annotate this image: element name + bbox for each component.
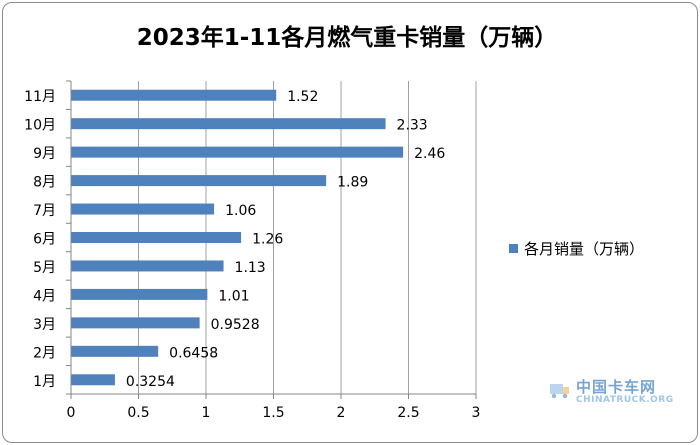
bar-value-label-11: 1.52: [287, 89, 318, 105]
bar-6: [71, 232, 242, 243]
data-labels: 0.3254 0.6458 0.9528 1.01 1.13 1.26 1.06 1.89 2.…: [126, 89, 445, 390]
x-tick-label-3: 1.5: [262, 405, 284, 421]
bar-value-label-2: 0.6458: [169, 345, 218, 361]
bar-3: [71, 317, 200, 329]
chart-title: 2023年1-11各月燃气重卡销量（万辆）: [136, 25, 558, 51]
category-label-8: 8月: [33, 175, 56, 191]
watermark: 中国卡车网 CHINATRUCK.ORG: [548, 376, 673, 416]
x-tick-label-6: 3: [472, 405, 481, 421]
category-label-2: 2月: [33, 345, 56, 361]
bar-value-label-9: 2.46: [414, 146, 445, 162]
bar-7: [71, 203, 215, 215]
x-tick-label-1: 0.5: [127, 405, 149, 421]
bar-4: [71, 288, 208, 300]
bar-value-label-3: 0.9528: [211, 317, 260, 333]
truck-logo-icon: [550, 384, 569, 399]
bar-5: [71, 260, 224, 272]
watermark-en: CHINATRUCK.ORG: [576, 395, 674, 405]
bar-1: [71, 374, 115, 386]
bar-2: [71, 345, 159, 357]
x-tick-label-0: 0: [67, 405, 76, 421]
bar-value-label-4: 1.01: [218, 288, 249, 304]
x-tick-labels: 0 0.5 1 1.5 2 2.5 3: [67, 405, 481, 421]
bar-value-label-7: 1.06: [225, 203, 256, 219]
x-tick-label-5: 2.5: [397, 405, 419, 421]
watermark-cn: 中国卡车网: [576, 378, 657, 396]
bar-value-label-10: 2.33: [397, 118, 428, 134]
bar-value-label-1: 0.3254: [126, 374, 175, 390]
x-tick-label-4: 2: [337, 405, 346, 421]
category-labels: 1月 2月 3月 4月 5月 6月 7月 8月 9月 10月 11月: [24, 89, 56, 390]
bar-value-label-5: 1.13: [235, 260, 266, 276]
bar-value-label-8: 1.89: [337, 175, 368, 191]
axes: [70, 81, 476, 395]
category-label-3: 3月: [33, 317, 56, 333]
category-label-1: 1月: [33, 374, 56, 390]
category-label-9: 9月: [33, 146, 56, 162]
category-label-5: 5月: [33, 260, 56, 276]
legend: 各月销量（万辆）: [509, 238, 644, 259]
category-label-4: 4月: [33, 288, 56, 304]
bars: [71, 89, 404, 386]
legend-label: 各月销量（万辆）: [524, 240, 645, 258]
x-tick-label-2: 1: [202, 405, 211, 421]
bar-10: [71, 118, 386, 130]
bar-9: [71, 146, 404, 158]
category-label-6: 6月: [33, 232, 56, 248]
bar-8: [71, 175, 327, 187]
category-label-11: 11月: [24, 89, 56, 105]
category-label-10: 10月: [24, 118, 56, 134]
legend-swatch: [509, 244, 518, 253]
bar-value-label-6: 1.26: [252, 232, 283, 248]
bar-11: [71, 89, 277, 101]
category-label-7: 7月: [33, 203, 56, 219]
